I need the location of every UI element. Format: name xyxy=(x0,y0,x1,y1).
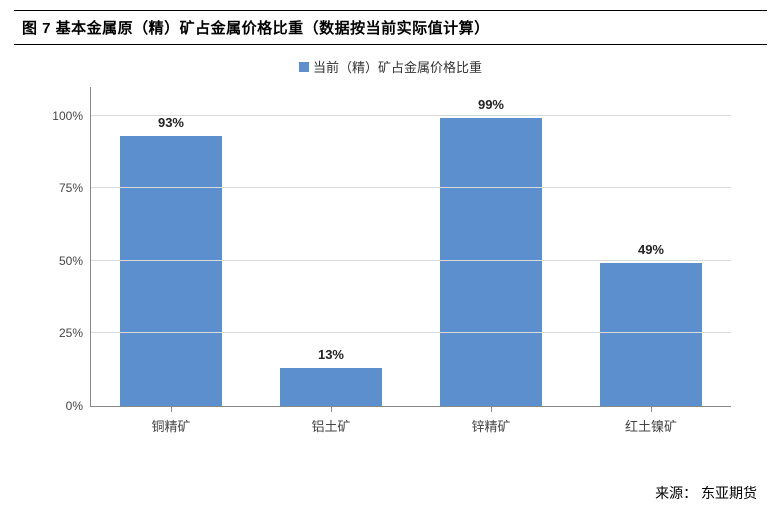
ytick-label: 100% xyxy=(52,109,91,123)
gridline xyxy=(91,187,731,188)
xtick-label: 锌精矿 xyxy=(411,406,571,435)
figure-title-bar: 图 7 基本金属原（精）矿占金属价格比重（数据按当前实际值计算） xyxy=(14,10,767,45)
legend-item: 当前（精）矿占金属价格比重 xyxy=(299,57,482,76)
bar-value-label: 93% xyxy=(158,115,184,130)
legend-swatch xyxy=(299,62,309,72)
bar: 99% xyxy=(440,118,542,405)
bar-value-label: 99% xyxy=(478,97,504,112)
bar-slot: 99% xyxy=(411,87,571,406)
legend-label: 当前（精）矿占金属价格比重 xyxy=(313,57,482,76)
bar-value-label: 13% xyxy=(318,347,344,362)
xtick-label: 铜精矿 xyxy=(91,406,251,435)
xtick-label: 铝土矿 xyxy=(251,406,411,435)
source-value: 东亚期货 xyxy=(701,485,757,501)
bar: 49% xyxy=(600,263,702,405)
gridline xyxy=(91,332,731,333)
bar: 13% xyxy=(280,368,382,406)
bar-value-label: 49% xyxy=(638,242,664,257)
ytick-label: 75% xyxy=(59,181,91,195)
legend: 当前（精）矿占金属价格比重 xyxy=(30,53,751,87)
bars-group: 93% 13% 99% 49% xyxy=(91,87,731,406)
ytick-label: 25% xyxy=(59,326,91,340)
ytick-label: 50% xyxy=(59,254,91,268)
source-label: 来源： xyxy=(655,485,697,501)
bar-slot: 49% xyxy=(571,87,731,406)
ytick-label: 0% xyxy=(66,399,91,413)
x-axis: 铜精矿铝土矿锌精矿红土镍矿 xyxy=(91,406,731,435)
gridline xyxy=(91,260,731,261)
xtick-label: 红土镍矿 xyxy=(571,406,731,435)
bar-slot: 13% xyxy=(251,87,411,406)
plot-area: 93%13%99%49% 铜精矿铝土矿锌精矿红土镍矿 0%25%50%75%10… xyxy=(90,87,731,407)
bar-slot: 93% xyxy=(91,87,251,406)
source-citation: 来源： 东亚期货 xyxy=(655,483,757,503)
chart-container: 当前（精）矿占金属价格比重 93% 13% 99% 49% 铜精矿铝土矿锌精矿红土镍矿… xyxy=(30,53,751,453)
gridline xyxy=(91,115,731,116)
figure-title: 图 7 基本金属原（精）矿占金属价格比重（数据按当前实际值计算） xyxy=(22,17,759,38)
bar: 93% xyxy=(120,136,222,406)
